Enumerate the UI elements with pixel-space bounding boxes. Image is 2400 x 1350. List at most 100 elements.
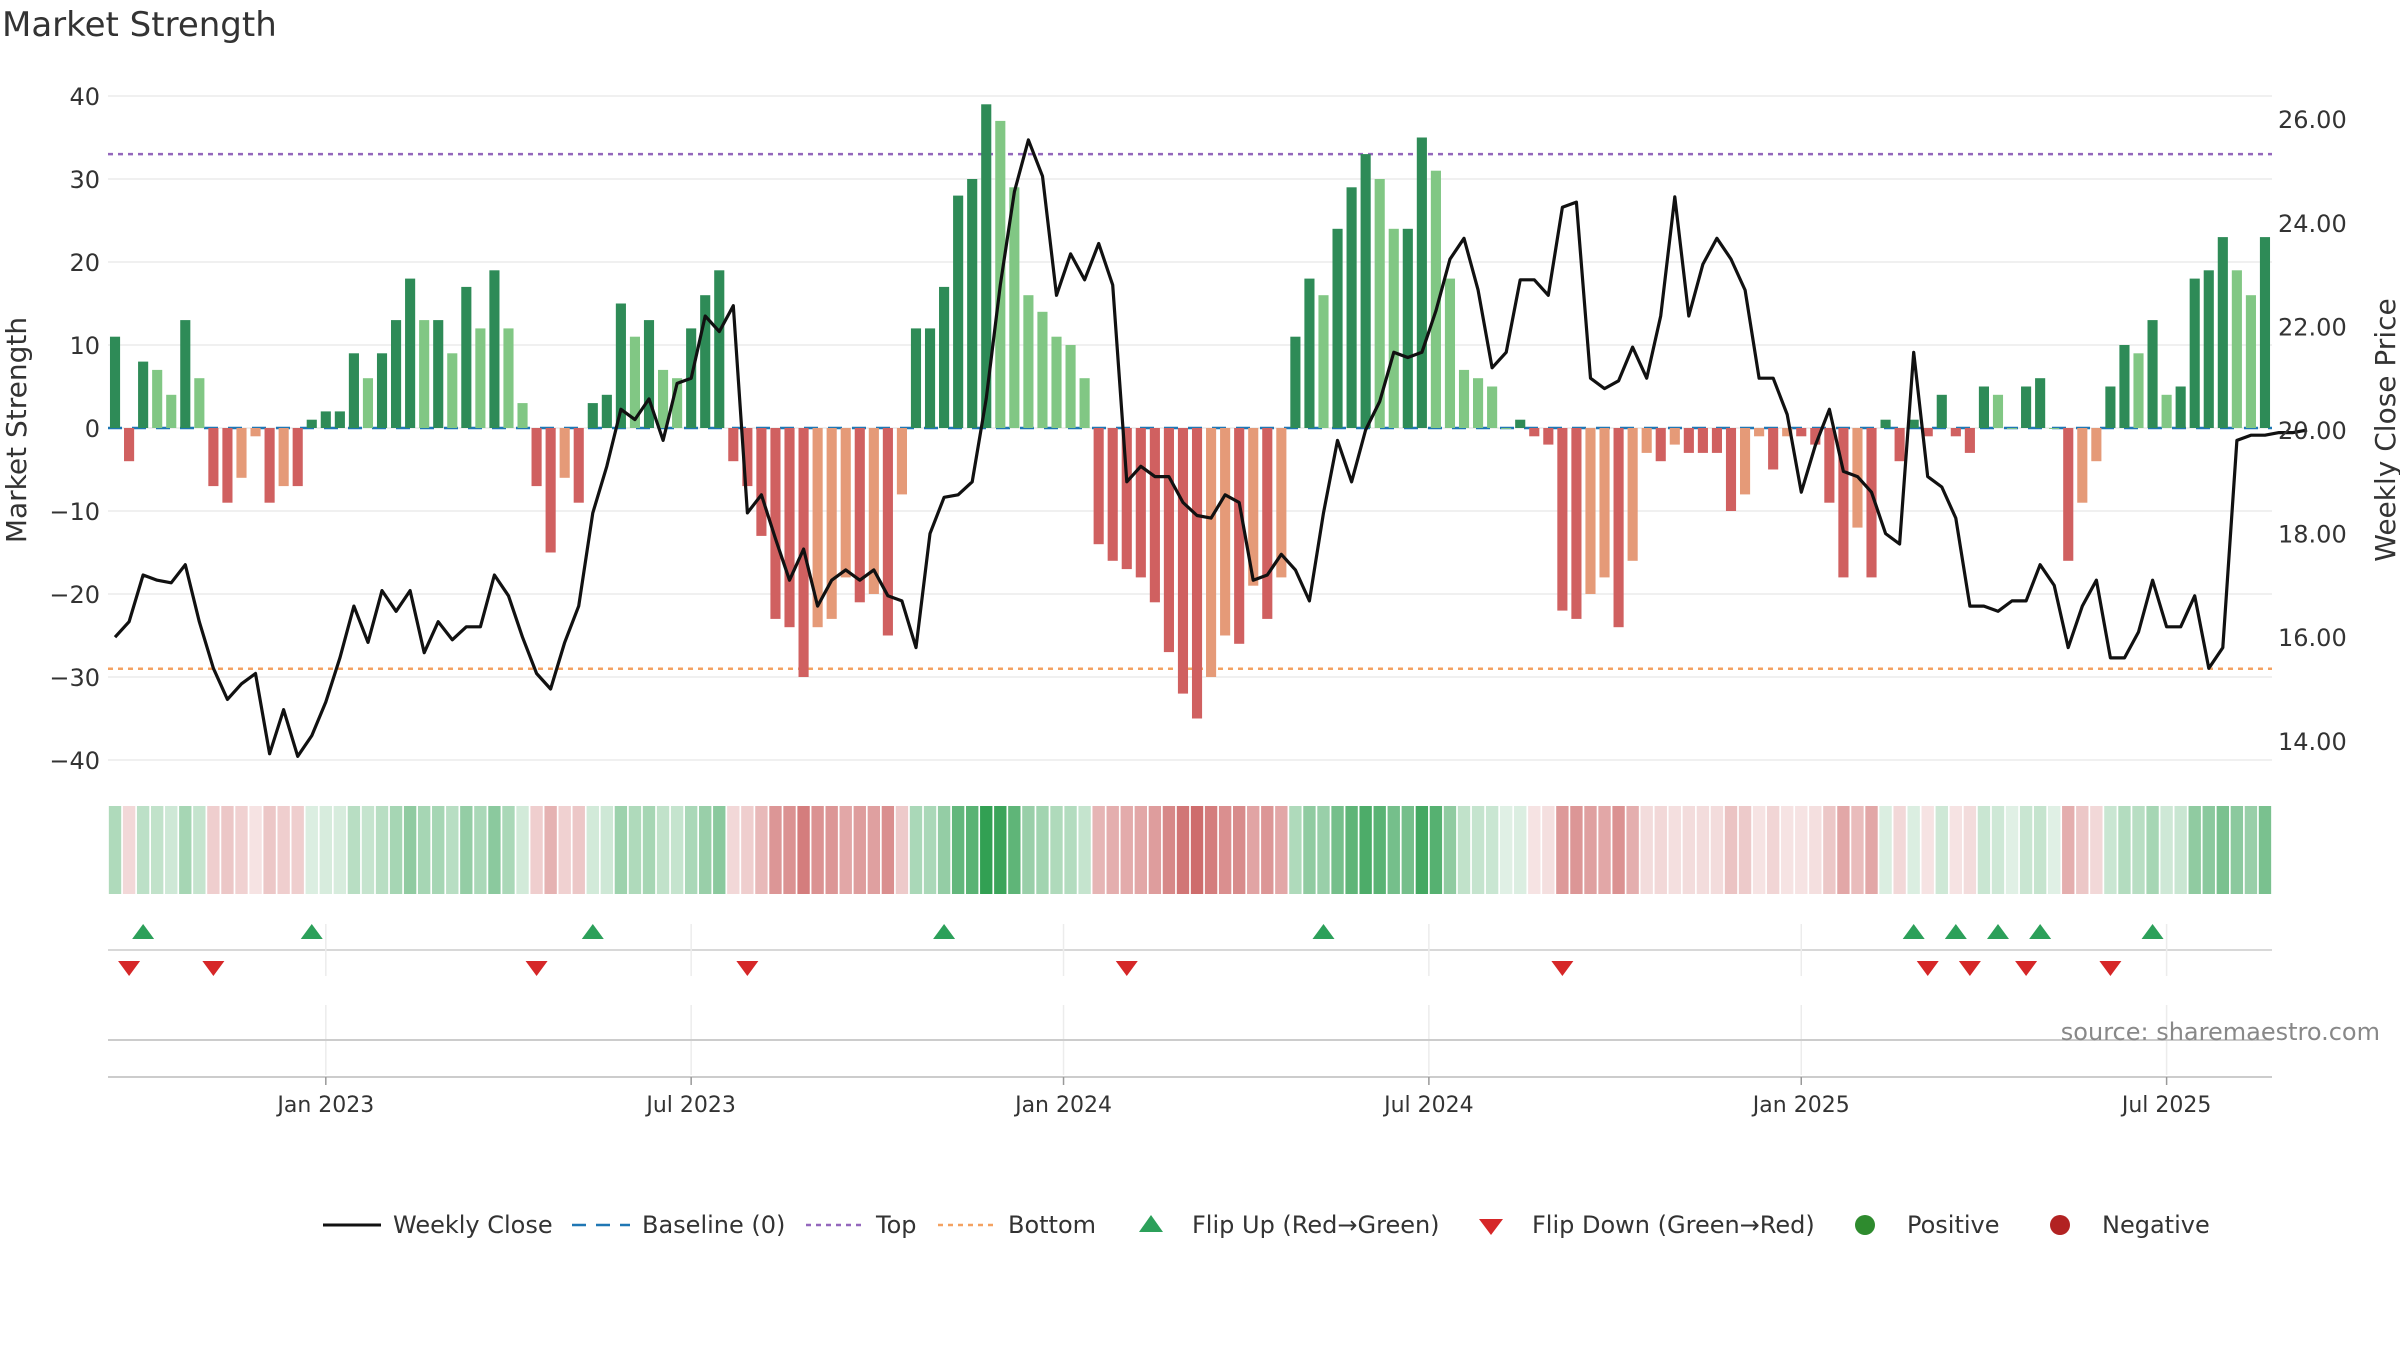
strength-bar: [208, 428, 219, 487]
strength-bar: [2049, 428, 2060, 429]
strength-bar: [1304, 278, 1315, 428]
heat-cell: [741, 806, 754, 894]
heat-cell: [2146, 806, 2159, 894]
strength-bar: [1149, 428, 1160, 603]
heat-cell: [235, 806, 248, 894]
reference-lines: [108, 152, 2272, 670]
strength-bar: [1009, 187, 1020, 428]
strength-bar: [1037, 311, 1048, 428]
strength-bar: [2021, 386, 2032, 428]
strength-bar: [1711, 428, 1723, 453]
strength-bar: [657, 369, 669, 428]
heat-cell: [2216, 806, 2230, 894]
y2-tick-label: 18.00: [2278, 521, 2347, 549]
heat-cell: [1809, 806, 1822, 894]
strength-bar: [1543, 428, 1554, 445]
strength-bar: [278, 428, 289, 487]
legend-label: Flip Up (Red→Green): [1192, 1211, 1440, 1239]
strength-bar: [2259, 237, 2271, 428]
strength-bar: [896, 428, 907, 495]
heat-cell: [193, 806, 206, 894]
heat-cell: [811, 806, 824, 894]
heat-cell: [263, 806, 276, 894]
strength-bar: [236, 428, 247, 478]
y2-tick-label: 24.00: [2278, 210, 2347, 238]
strength-bar: [545, 428, 556, 553]
strength-bar: [531, 428, 542, 487]
heat-cell: [2132, 806, 2145, 894]
strength-bar: [615, 303, 626, 428]
heat-cell: [699, 806, 712, 894]
strength-bar: [306, 419, 317, 428]
heat-cell: [628, 806, 642, 894]
strength-bar: [756, 428, 767, 536]
heat-cell: [572, 806, 585, 894]
strength-bar: [2119, 345, 2130, 428]
heat-cell: [1542, 806, 1555, 894]
heat-cell: [670, 806, 684, 894]
x-tick-label: Jan 2023: [275, 1093, 374, 1118]
legend-label: Flip Down (Green→Red): [1532, 1211, 1815, 1239]
strength-bar: [1824, 428, 1835, 503]
strength-bar: [1290, 336, 1301, 428]
strength-bar: [1093, 428, 1104, 545]
strength-bar: [2063, 428, 2074, 561]
strength-bar: [826, 428, 837, 619]
strength-bar: [362, 378, 374, 428]
strength-bar: [320, 411, 331, 428]
strength-bar: [1065, 345, 1076, 428]
heat-cell: [179, 806, 192, 894]
heat-cell: [1443, 806, 1457, 894]
y-tick-label: 10: [69, 332, 100, 360]
heat-cell: [980, 806, 993, 894]
heat-cell: [1092, 806, 1105, 894]
heat-cell: [1457, 806, 1471, 894]
heat-cell: [1991, 806, 2005, 894]
heat-cell: [1823, 806, 1836, 894]
heat-cell: [2188, 806, 2201, 894]
strength-bar: [1908, 419, 1919, 428]
strength-bar: [1121, 428, 1132, 570]
heat-cell: [825, 806, 838, 894]
strength-bar: [1023, 295, 1034, 428]
strength-bar: [1318, 295, 1329, 428]
strength-bar: [1529, 428, 1540, 437]
strength-bar: [1936, 394, 1947, 428]
heat-cell: [839, 806, 852, 894]
y2-tick-label: 20.00: [2278, 417, 2347, 445]
strength-bar: [1402, 228, 1413, 428]
y2-tick-label: 14.00: [2278, 728, 2347, 756]
heat-cell: [1682, 806, 1696, 894]
flip-up-marker: [581, 924, 604, 939]
strength-bar: [868, 428, 879, 594]
strength-bar: [1473, 378, 1484, 428]
strength-bar: [573, 428, 584, 503]
flip-up-marker: [132, 924, 155, 939]
strength-bar: [1866, 428, 1877, 578]
heat-cell: [249, 806, 262, 894]
strength-bar: [1782, 428, 1793, 437]
heat-cell: [2062, 806, 2075, 894]
heat-cell: [122, 806, 136, 894]
strength-bar: [672, 378, 683, 428]
strength-bar: [1613, 428, 1624, 628]
strength-bar: [2091, 428, 2102, 462]
heat-cell: [1949, 806, 1963, 894]
heat-cell: [1134, 806, 1148, 894]
legend-swatch-positive: [1855, 1215, 1875, 1235]
heat-cell: [1162, 806, 1176, 894]
strength-bar: [124, 428, 135, 462]
strength-bar: [489, 270, 500, 428]
heat-cell: [797, 806, 810, 894]
strength-bar: [967, 179, 978, 428]
strength-bar: [1641, 428, 1652, 453]
flip-down-marker: [2099, 961, 2122, 976]
x-tick-label: Jan 2025: [1751, 1093, 1850, 1118]
heat-cell: [951, 806, 965, 894]
heat-cell: [2258, 806, 2272, 894]
strength-bar: [348, 353, 359, 428]
heat-cell: [1584, 806, 1597, 894]
strength-bar: [1416, 137, 1427, 428]
strength-bar: [953, 195, 964, 428]
heat-cell: [1247, 806, 1260, 894]
